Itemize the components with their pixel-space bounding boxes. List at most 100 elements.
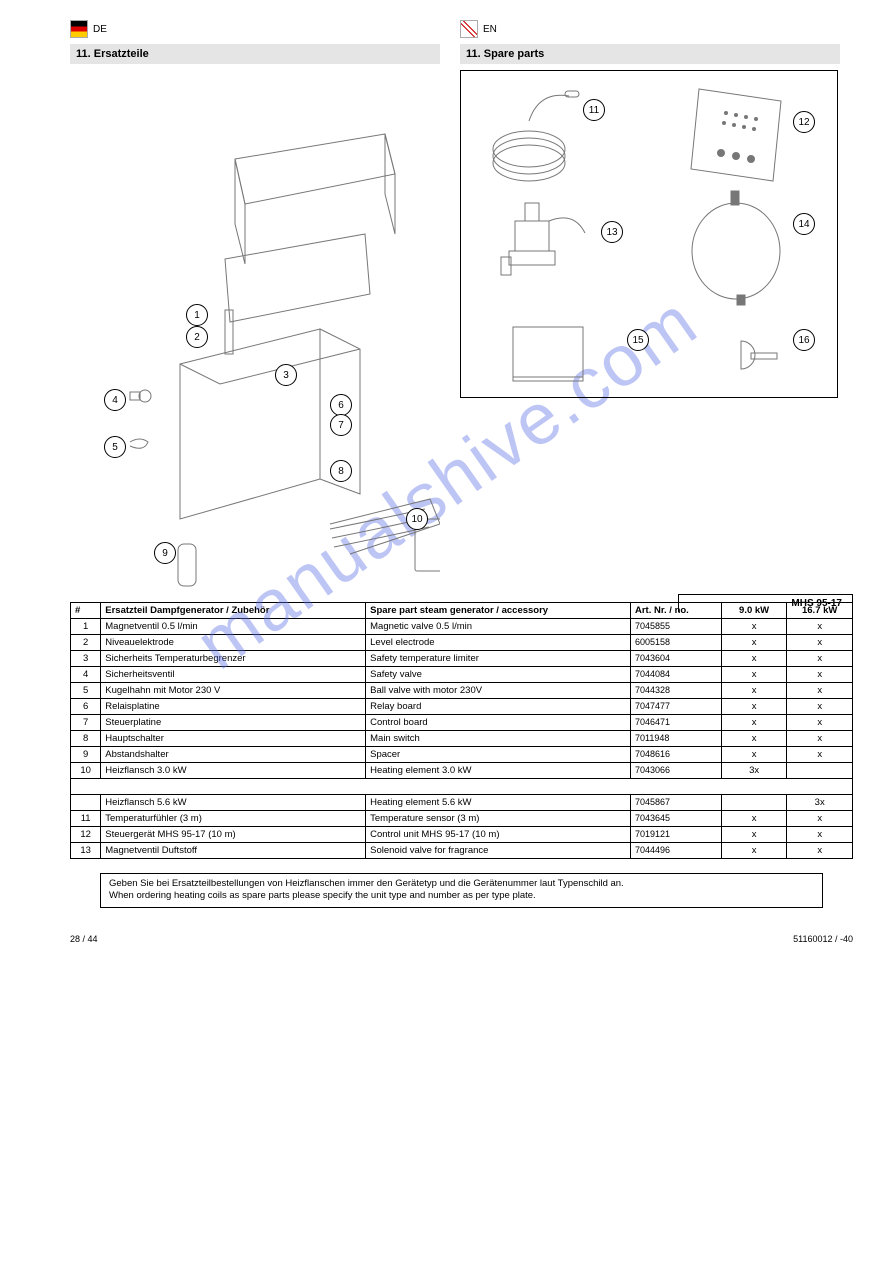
cell-en: Magnetic valve 0.5 l/min: [366, 619, 631, 635]
cell-m1: x: [721, 843, 787, 859]
cell-m2: x: [787, 699, 853, 715]
cell-n: [71, 795, 101, 811]
order-note: Geben Sie bei Ersatzteilbestellungen von…: [100, 873, 823, 908]
cell-m2: 3x: [787, 795, 853, 811]
cell-m1: x: [721, 747, 787, 763]
cell-art: 7046471: [630, 715, 721, 731]
callout-2: 2: [186, 326, 208, 348]
cell-n: 9: [71, 747, 101, 763]
callout-12: 12: [793, 111, 815, 133]
table-row: 13Magnetventil DuftstoffSolenoid valve f…: [71, 843, 853, 859]
callout-16: 16: [793, 329, 815, 351]
cell-m1: x: [721, 651, 787, 667]
cell-n: 6: [71, 699, 101, 715]
cell-m2: x: [787, 747, 853, 763]
cell-art: 7048616: [630, 747, 721, 763]
table-row: 7SteuerplatineControl board7046471xx: [71, 715, 853, 731]
accessories-diagram: 11 12 13 14 15 16: [460, 70, 838, 398]
cell-art: 7043604: [630, 651, 721, 667]
cell-m2: x: [787, 811, 853, 827]
cell-de: Magnetventil Duftstoff: [101, 843, 366, 859]
callout-15: 15: [627, 329, 649, 351]
cell-en: Level electrode: [366, 635, 631, 651]
table-row: 5Kugelhahn mit Motor 230 VBall valve wit…: [71, 683, 853, 699]
col-de: Ersatzteil Dampfgenerator / Zubehör: [101, 603, 366, 619]
callout-11: 11: [583, 99, 605, 121]
cell-en: Control unit MHS 95-17 (10 m): [366, 827, 631, 843]
cell-en: Heating element 5.6 kW: [366, 795, 631, 811]
cell-n: 11: [71, 811, 101, 827]
cell-art: 6005158: [630, 635, 721, 651]
cell-m2: x: [787, 843, 853, 859]
cell-art: 7011948: [630, 731, 721, 747]
cell-de: Steuergerät MHS 95-17 (10 m): [101, 827, 366, 843]
cell-de: Kugelhahn mit Motor 230 V: [101, 683, 366, 699]
cell-m1: x: [721, 731, 787, 747]
de-header: DE: [70, 20, 440, 38]
order-note-de: Geben Sie bei Ersatzteilbestellungen von…: [109, 878, 814, 890]
cell-n: 12: [71, 827, 101, 843]
parts-table-wrapper: MHS 95-17 # Ersatzteil Dampfgenerator / …: [70, 594, 853, 859]
cell-n: 1: [71, 619, 101, 635]
cell-m2: x: [787, 715, 853, 731]
cell-de: Abstandshalter: [101, 747, 366, 763]
cell-art: 7044496: [630, 843, 721, 859]
cell-n: 3: [71, 651, 101, 667]
cell-de: Temperaturfühler (3 m): [101, 811, 366, 827]
cell-de: Relaisplatine: [101, 699, 366, 715]
cell-de: Sicherheitsventil: [101, 667, 366, 683]
cell-m1: x: [721, 811, 787, 827]
callout-4: 4: [104, 389, 126, 411]
callout-7: 7: [330, 414, 352, 436]
table-row: 4SicherheitsventilSafety valve7044084xx: [71, 667, 853, 683]
cell-m2: x: [787, 635, 853, 651]
cell-de: Heizflansch 3.0 kW: [101, 763, 366, 779]
cell-m1: x: [721, 683, 787, 699]
callout-13: 13: [601, 221, 623, 243]
cell-art: 7043645: [630, 811, 721, 827]
callout-1: 1: [186, 304, 208, 326]
cell-m1: x: [721, 667, 787, 683]
parts-table-body: 1Magnetventil 0.5 l/minMagnetic valve 0.…: [71, 619, 853, 859]
cell-n: 7: [71, 715, 101, 731]
cell-en: Heating element 3.0 kW: [366, 763, 631, 779]
cell-art: 7045855: [630, 619, 721, 635]
table-row: 8HauptschalterMain switch7011948xx: [71, 731, 853, 747]
header-row: DE 11. Ersatzteile: [70, 20, 853, 594]
cell-m1: x: [721, 699, 787, 715]
cell-en: Solenoid valve for fragrance: [366, 843, 631, 859]
cell-de: Sicherheits Temperaturbegrenzer: [101, 651, 366, 667]
en-lang-code: EN: [483, 24, 497, 35]
cell-m2: x: [787, 667, 853, 683]
de-lang-code: DE: [93, 24, 107, 35]
table-row: 10Heizflansch 3.0 kWHeating element 3.0 …: [71, 763, 853, 779]
cell-n: 8: [71, 731, 101, 747]
right-column: EN 11. Spare parts: [460, 20, 840, 594]
cell-en: Safety temperature limiter: [366, 651, 631, 667]
en-section-number: 11.: [466, 48, 481, 60]
cell-en: Spacer: [366, 747, 631, 763]
col-en: Spare part steam generator / accessory: [366, 603, 631, 619]
table-row: 1Magnetventil 0.5 l/minMagnetic valve 0.…: [71, 619, 853, 635]
left-column: DE 11. Ersatzteile: [70, 20, 440, 594]
cell-n: 2: [71, 635, 101, 651]
cell-m2: x: [787, 619, 853, 635]
table-row: 6RelaisplatineRelay board7047477xx: [71, 699, 853, 715]
page-root: manualshive.com DE 11. Ersatzteile: [0, 0, 893, 974]
cell-en: Temperature sensor (3 m): [366, 811, 631, 827]
de-flag-icon: [70, 20, 88, 38]
parts-table: # Ersatzteil Dampfgenerator / Zubehör Sp…: [70, 602, 853, 859]
cell-en: Safety valve: [366, 667, 631, 683]
exploded-diagram: 12345678910: [70, 64, 440, 594]
cell-m2: x: [787, 651, 853, 667]
cell-de: Niveauelektrode: [101, 635, 366, 651]
col-art: Art. Nr. / no.: [630, 603, 721, 619]
footer-left: 28 / 44: [70, 934, 98, 944]
cell-en: Relay board: [366, 699, 631, 715]
callout-3: 3: [275, 364, 297, 386]
cell-m1: x: [721, 619, 787, 635]
cell-en: Ball valve with motor 230V: [366, 683, 631, 699]
callout-14: 14: [793, 213, 815, 235]
table-row: 12Steuergerät MHS 95-17 (10 m)Control un…: [71, 827, 853, 843]
callout-6: 6: [330, 394, 352, 416]
